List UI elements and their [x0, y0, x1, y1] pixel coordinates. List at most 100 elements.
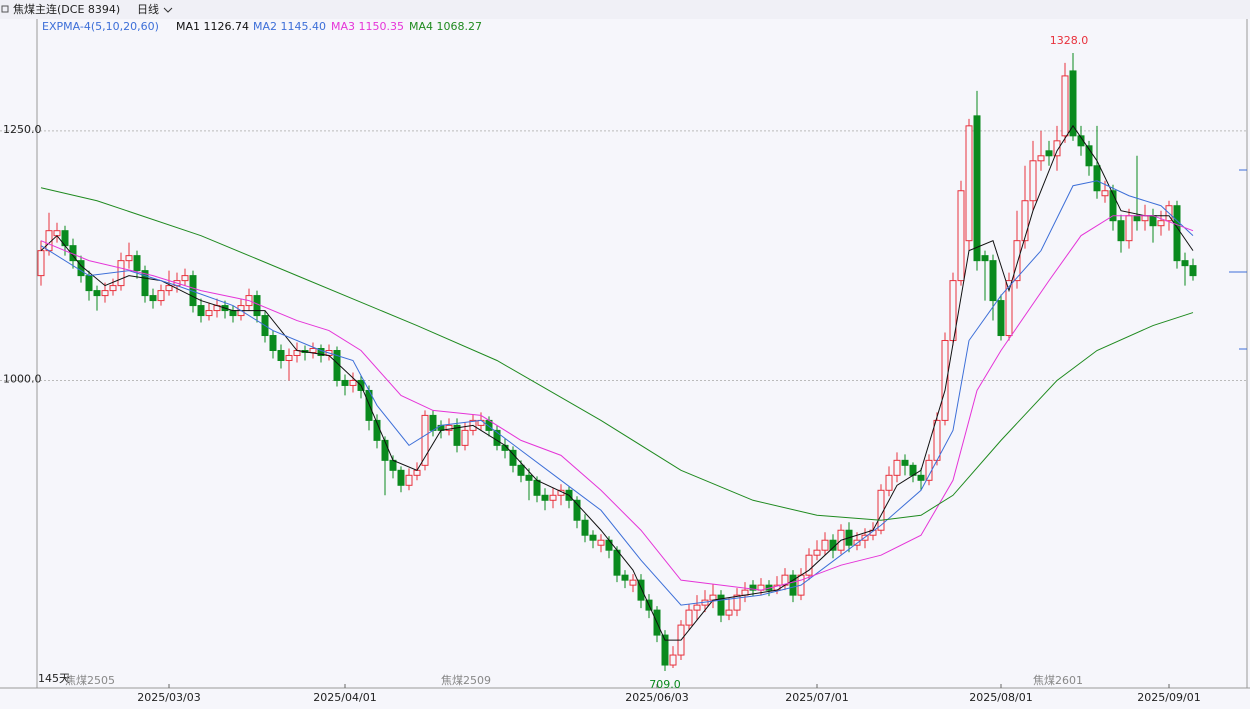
contract-label: 焦煤2505 — [65, 674, 115, 687]
candle-body — [957, 190, 965, 282]
candle-body — [349, 379, 357, 386]
candle-body — [205, 310, 213, 317]
candle-body — [277, 350, 285, 361]
candle-body — [1189, 265, 1197, 277]
candle-body — [197, 305, 205, 317]
candle-body — [533, 479, 541, 496]
candle-body — [661, 634, 669, 666]
candle-body — [109, 285, 117, 292]
candle-body — [101, 290, 109, 297]
candle-body — [589, 534, 597, 541]
candle-body — [1077, 135, 1085, 147]
candle-body — [133, 255, 141, 272]
candle-body — [821, 539, 829, 551]
candle-body — [509, 449, 517, 466]
candle-body — [541, 494, 549, 501]
candle-body — [405, 474, 413, 486]
legend-entry: MA4 1068.27 — [409, 20, 482, 33]
candle-body — [573, 499, 581, 521]
candle-body — [1005, 280, 1013, 337]
candle-body — [1037, 155, 1045, 162]
candle-body — [733, 594, 741, 611]
candle-body — [341, 379, 349, 386]
dropdown-icon[interactable] — [163, 7, 173, 13]
candle-body — [493, 429, 501, 446]
menu-icon[interactable] — [1, 5, 9, 13]
candle-body — [389, 459, 397, 471]
legend-value: 1068.27 — [437, 20, 483, 33]
candle-body — [1061, 75, 1069, 137]
candle-body — [693, 604, 701, 611]
ma-line — [40, 187, 1194, 521]
candle-body — [1021, 200, 1029, 242]
candle-body — [1093, 165, 1101, 192]
candle-body — [525, 474, 533, 481]
header-bar — [0, 0, 1250, 19]
candle-body — [605, 539, 613, 551]
candle-body — [1085, 145, 1093, 167]
max-label: 1328.0 — [1050, 34, 1089, 47]
candle-body — [581, 519, 589, 536]
y-tick-label: 1250.0 — [3, 123, 42, 136]
candle-body — [165, 285, 173, 292]
candle-body — [461, 429, 469, 446]
candle-body — [429, 414, 437, 431]
candle-body — [1013, 240, 1021, 282]
contract-label: 焦煤2601 — [1033, 674, 1083, 687]
candle-body — [685, 609, 693, 626]
candle-body — [893, 459, 901, 476]
candle-body — [229, 310, 237, 317]
candle-body — [413, 469, 421, 476]
candle-body — [157, 290, 165, 302]
candle-body — [445, 424, 453, 431]
ma-line — [40, 180, 1194, 606]
candle-body — [941, 340, 949, 421]
candle-body — [669, 654, 677, 666]
candle-body — [253, 295, 261, 317]
candle-body — [813, 549, 821, 556]
candle-body — [805, 554, 813, 576]
ma-line — [40, 124, 1194, 641]
candle-body — [789, 574, 797, 596]
legend-entry: MA3 1150.35 — [331, 20, 404, 33]
candle-body — [181, 275, 189, 282]
indicator-label: EXPMA-4(5,10,20,60) — [42, 20, 159, 33]
candle-body — [1069, 70, 1077, 137]
x-tick-label: 2025/04/01 — [313, 691, 376, 704]
legend-name: MA1 — [176, 20, 200, 33]
candle-body — [885, 474, 893, 491]
candle-body — [949, 280, 957, 342]
candle-body — [965, 125, 973, 242]
legend-value: 1126.74 — [204, 20, 250, 33]
candle-body — [749, 584, 757, 591]
candle-body — [453, 424, 461, 446]
candle-body — [421, 414, 429, 466]
candle-body — [1045, 150, 1053, 157]
candle-body — [1053, 140, 1061, 157]
candle-body — [317, 348, 325, 356]
x-tick-label: 2025/09/01 — [1137, 691, 1200, 704]
candle-body — [149, 295, 157, 302]
candle-body — [989, 260, 997, 302]
candle-body — [1133, 215, 1141, 222]
candle-body — [269, 335, 277, 352]
candle-body — [1141, 215, 1149, 222]
legend-entry: MA2 1145.40 — [253, 20, 326, 33]
candle-body — [37, 250, 45, 277]
legend-value: 1150.35 — [359, 20, 405, 33]
candle-body — [901, 459, 909, 466]
candle-body — [621, 574, 629, 581]
candle-body — [1117, 220, 1125, 242]
legend-name: MA4 — [409, 20, 433, 33]
x-tick-label: 2025/07/01 — [785, 691, 848, 704]
candle-body — [1181, 260, 1189, 267]
candle-body — [53, 230, 61, 237]
contract-label: 焦煤2509 — [441, 674, 491, 687]
candle-body — [917, 474, 925, 481]
legend-value: 1145.40 — [281, 20, 327, 33]
x-tick-label: 2025/06/03 — [625, 691, 688, 704]
candle-body — [717, 594, 725, 616]
period-selector[interactable]: 日线 — [137, 2, 159, 16]
candle-body — [125, 255, 133, 262]
candle-body — [517, 464, 525, 476]
